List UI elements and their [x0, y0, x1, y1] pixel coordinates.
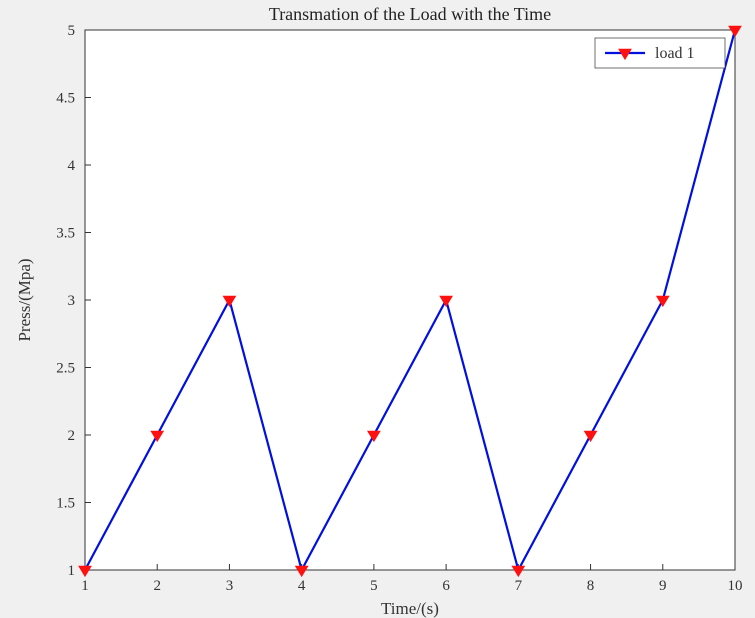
x-tick-label: 10	[728, 578, 743, 594]
x-tick-label: 9	[659, 578, 667, 594]
y-axis-label: Press/(Mpa)	[15, 258, 34, 341]
legend-label: load 1	[655, 45, 695, 62]
x-tick-label: 6	[442, 578, 450, 594]
y-tick-label: 1	[68, 563, 76, 579]
x-tick-label: 3	[226, 578, 234, 594]
y-tick-label: 4.5	[56, 91, 75, 107]
x-tick-label: 8	[587, 578, 595, 594]
chart-title: Transmation of the Load with the Time	[269, 4, 551, 24]
y-tick-label: 5	[68, 23, 76, 39]
x-tick-label: 4	[298, 578, 306, 594]
line-chart: 1 2 3 4 5 6 7 8 9 10 1 1.5 2 2.5 3 3.5 4 4.5 5 Transmation …	[0, 0, 755, 618]
y-tick-label: 3.5	[56, 226, 75, 242]
y-tick-label: 2.5	[56, 361, 75, 377]
y-tick-label: 4	[68, 158, 76, 174]
x-tick-label: 1	[81, 578, 89, 594]
y-tick-label: 2	[68, 428, 76, 444]
y-tick-label: 1.5	[56, 496, 75, 512]
x-axis-label: Time/(s)	[381, 599, 439, 618]
x-tick-label: 2	[153, 578, 161, 594]
chart-container: 1 2 3 4 5 6 7 8 9 10 1 1.5 2 2.5 3 3.5 4 4.5 5 Transmation …	[0, 0, 755, 618]
y-tick-label: 3	[68, 293, 76, 309]
x-tick-label: 7	[515, 578, 523, 594]
plot-area	[85, 30, 735, 570]
x-tick-label: 5	[370, 578, 378, 594]
